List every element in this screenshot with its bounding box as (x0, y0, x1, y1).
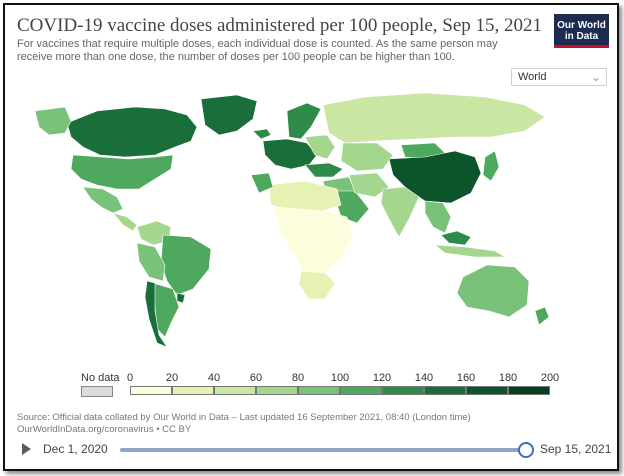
legend-tick-60: 60 (249, 372, 263, 384)
region-morocco[interactable] (250, 172, 274, 194)
timeline-end-label: Sep 15, 2021 (540, 442, 612, 456)
legend-tick-180: 180 (498, 372, 518, 384)
region-greenland[interactable] (200, 94, 258, 136)
region-china[interactable] (388, 150, 482, 204)
region-north-africa[interactable] (268, 180, 342, 212)
region-central-america[interactable] (112, 212, 138, 232)
legend-tick-100: 100 (330, 372, 350, 384)
region-eastern-europe[interactable] (304, 134, 336, 160)
timeline-handle[interactable] (518, 442, 534, 458)
region-argentina[interactable] (152, 282, 180, 338)
region-canada[interactable] (66, 106, 198, 158)
region-new-zealand[interactable] (534, 306, 550, 326)
legend-swatch-80-100[interactable] (298, 386, 340, 395)
region-sub-saharan-africa[interactable] (272, 206, 354, 274)
legend-tick-40: 40 (207, 372, 221, 384)
region-alaska[interactable] (34, 106, 72, 136)
region-australia[interactable] (456, 264, 530, 318)
legend-tick-160: 160 (456, 372, 476, 384)
region-turkey[interactable] (304, 162, 344, 178)
legend-swatch-120-140[interactable] (382, 386, 424, 395)
region-brazil[interactable] (160, 234, 212, 296)
legend-swatch-60-80[interactable] (256, 386, 298, 395)
owid-logo[interactable]: Our World in Data (554, 14, 609, 48)
region-malaysia[interactable] (440, 230, 472, 246)
chart-subtitle: For vaccines that require multiple doses… (17, 38, 498, 63)
region-kazakhstan[interactable] (340, 142, 394, 172)
region-usa[interactable] (70, 154, 174, 190)
region-select-value: World (518, 71, 547, 83)
region-indonesia[interactable] (434, 244, 507, 258)
region-iceland[interactable] (252, 128, 272, 140)
region-japan[interactable] (482, 150, 500, 182)
region-iran[interactable] (348, 172, 390, 198)
region-india[interactable] (380, 186, 420, 238)
legend-swatch-20-40[interactable] (172, 386, 214, 395)
source-line-1: Source: Official data collated by Our Wo… (17, 412, 471, 423)
legend-swatch-100-120[interactable] (340, 386, 382, 395)
timeline-progress (120, 448, 524, 452)
region-peru-bolivia[interactable] (136, 242, 166, 282)
region-russia[interactable] (322, 92, 546, 144)
legend-tick-140: 140 (414, 372, 434, 384)
region-chile[interactable] (144, 280, 168, 348)
legend-no-data-label: No data (81, 372, 120, 384)
region-southern-africa[interactable] (298, 270, 336, 300)
logo-line-2: in Data (564, 31, 599, 42)
world-map (34, 92, 550, 348)
legend-swatch-0-20[interactable] (130, 386, 172, 395)
chart-title: COVID-19 vaccine doses administered per … (17, 15, 543, 36)
chart-frame: COVID-19 vaccine doses administered per … (3, 3, 619, 471)
region-mexico[interactable] (82, 186, 124, 214)
legend-swatch-140-160[interactable] (424, 386, 466, 395)
legend-tick-80: 80 (291, 372, 305, 384)
legend-swatch-160-180[interactable] (466, 386, 508, 395)
legend-no-data-swatch (81, 386, 113, 397)
legend-tick-200: 200 (540, 372, 560, 384)
region-select[interactable]: World ⌄ (511, 68, 607, 86)
region-southeast-asia[interactable] (424, 200, 452, 234)
logo-line-1: Our World (557, 20, 606, 31)
legend-tick-0: 0 (126, 372, 134, 384)
source-line-2: OurWorldInData.org/coronavirus • CC BY (17, 424, 192, 435)
source-note: Source: Official data collated by Our Wo… (17, 412, 471, 436)
timeline-start-label: Dec 1, 2020 (43, 442, 108, 456)
legend-tick-20: 20 (165, 372, 179, 384)
chevron-down-icon: ⌄ (590, 70, 601, 84)
play-icon[interactable] (22, 443, 31, 455)
region-saudi-arabia[interactable] (332, 190, 370, 224)
legend-swatch-40-60[interactable] (214, 386, 256, 395)
legend-tick-120: 120 (372, 372, 392, 384)
region-uruguay[interactable] (176, 292, 186, 304)
region-scandinavia[interactable] (286, 102, 322, 140)
legend-swatch-180-200[interactable] (508, 386, 550, 395)
